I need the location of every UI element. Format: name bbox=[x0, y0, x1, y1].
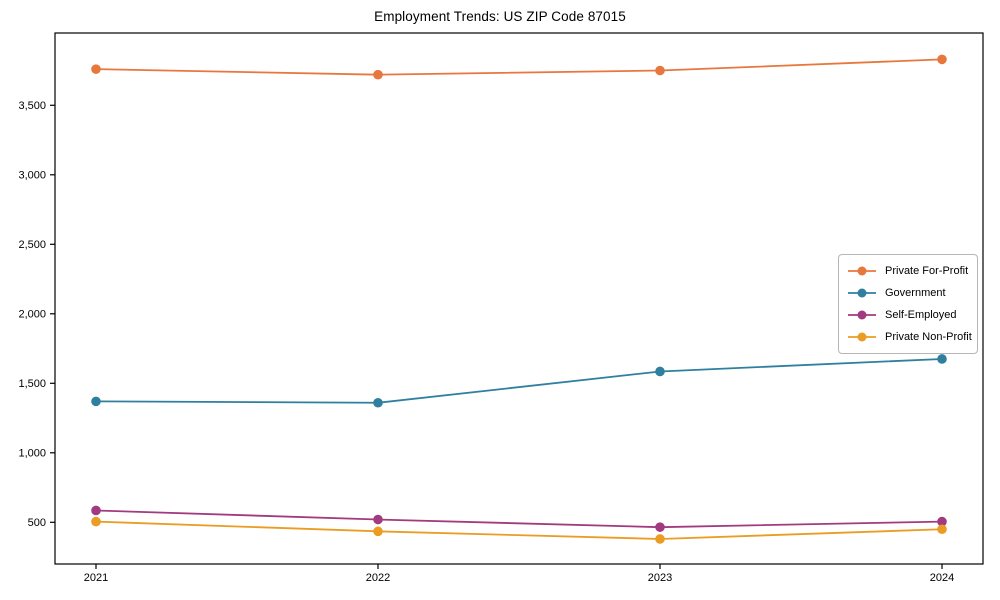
data-point bbox=[937, 354, 947, 364]
y-tick-label: 2,000 bbox=[18, 308, 46, 320]
data-point bbox=[655, 522, 665, 532]
series-line bbox=[95, 509, 943, 529]
legend-line-marker-icon bbox=[848, 266, 876, 276]
y-tick-label: 1,000 bbox=[18, 447, 46, 459]
data-point bbox=[937, 54, 947, 65]
y-tick-label: 3,500 bbox=[18, 100, 46, 112]
legend-label: Self-Employed bbox=[885, 309, 957, 321]
legend-item: Private For-Profit bbox=[847, 260, 977, 282]
series-line bbox=[95, 358, 943, 404]
legend-line-marker-icon bbox=[848, 288, 876, 298]
series-line bbox=[95, 58, 943, 76]
data-point bbox=[655, 534, 665, 544]
x-tick-label: 2023 bbox=[648, 572, 672, 584]
legend-label: Private Non-Profit bbox=[885, 331, 972, 343]
legend-item: Private Non-Profit bbox=[847, 326, 977, 348]
data-point bbox=[655, 65, 665, 76]
data-point bbox=[937, 516, 947, 527]
legend-item: Self-Employed bbox=[847, 304, 977, 326]
legend-item: Government bbox=[847, 282, 977, 304]
data-point bbox=[373, 526, 383, 537]
y-tick-label: 2,500 bbox=[18, 239, 46, 251]
data-point bbox=[937, 524, 947, 535]
x-tick-label: 2021 bbox=[84, 572, 108, 584]
y-tick-label: 3,000 bbox=[18, 169, 46, 181]
legend-label: Government bbox=[885, 287, 946, 299]
data-point bbox=[91, 396, 101, 407]
plot-frame bbox=[54, 32, 984, 565]
data-point bbox=[373, 514, 383, 525]
data-point bbox=[91, 64, 101, 74]
data-point bbox=[655, 366, 665, 377]
series-line bbox=[95, 520, 943, 540]
y-tick-label: 1,500 bbox=[18, 378, 46, 390]
data-point bbox=[91, 516, 101, 527]
chart-title: Employment Trends: US ZIP Code 87015 bbox=[374, 9, 626, 24]
data-point bbox=[373, 69, 383, 80]
legend-label: Private For-Profit bbox=[885, 265, 969, 277]
legend-line-marker-icon bbox=[848, 332, 876, 342]
data-point bbox=[91, 505, 101, 516]
x-tick-label: 2022 bbox=[366, 572, 390, 584]
y-tick-label: 500 bbox=[28, 517, 46, 529]
legend: Private For-Profit Government Self-Employe… bbox=[838, 254, 978, 354]
x-tick-label: 2024 bbox=[930, 572, 954, 584]
legend-line-marker-icon bbox=[848, 310, 876, 320]
data-point bbox=[373, 397, 383, 408]
